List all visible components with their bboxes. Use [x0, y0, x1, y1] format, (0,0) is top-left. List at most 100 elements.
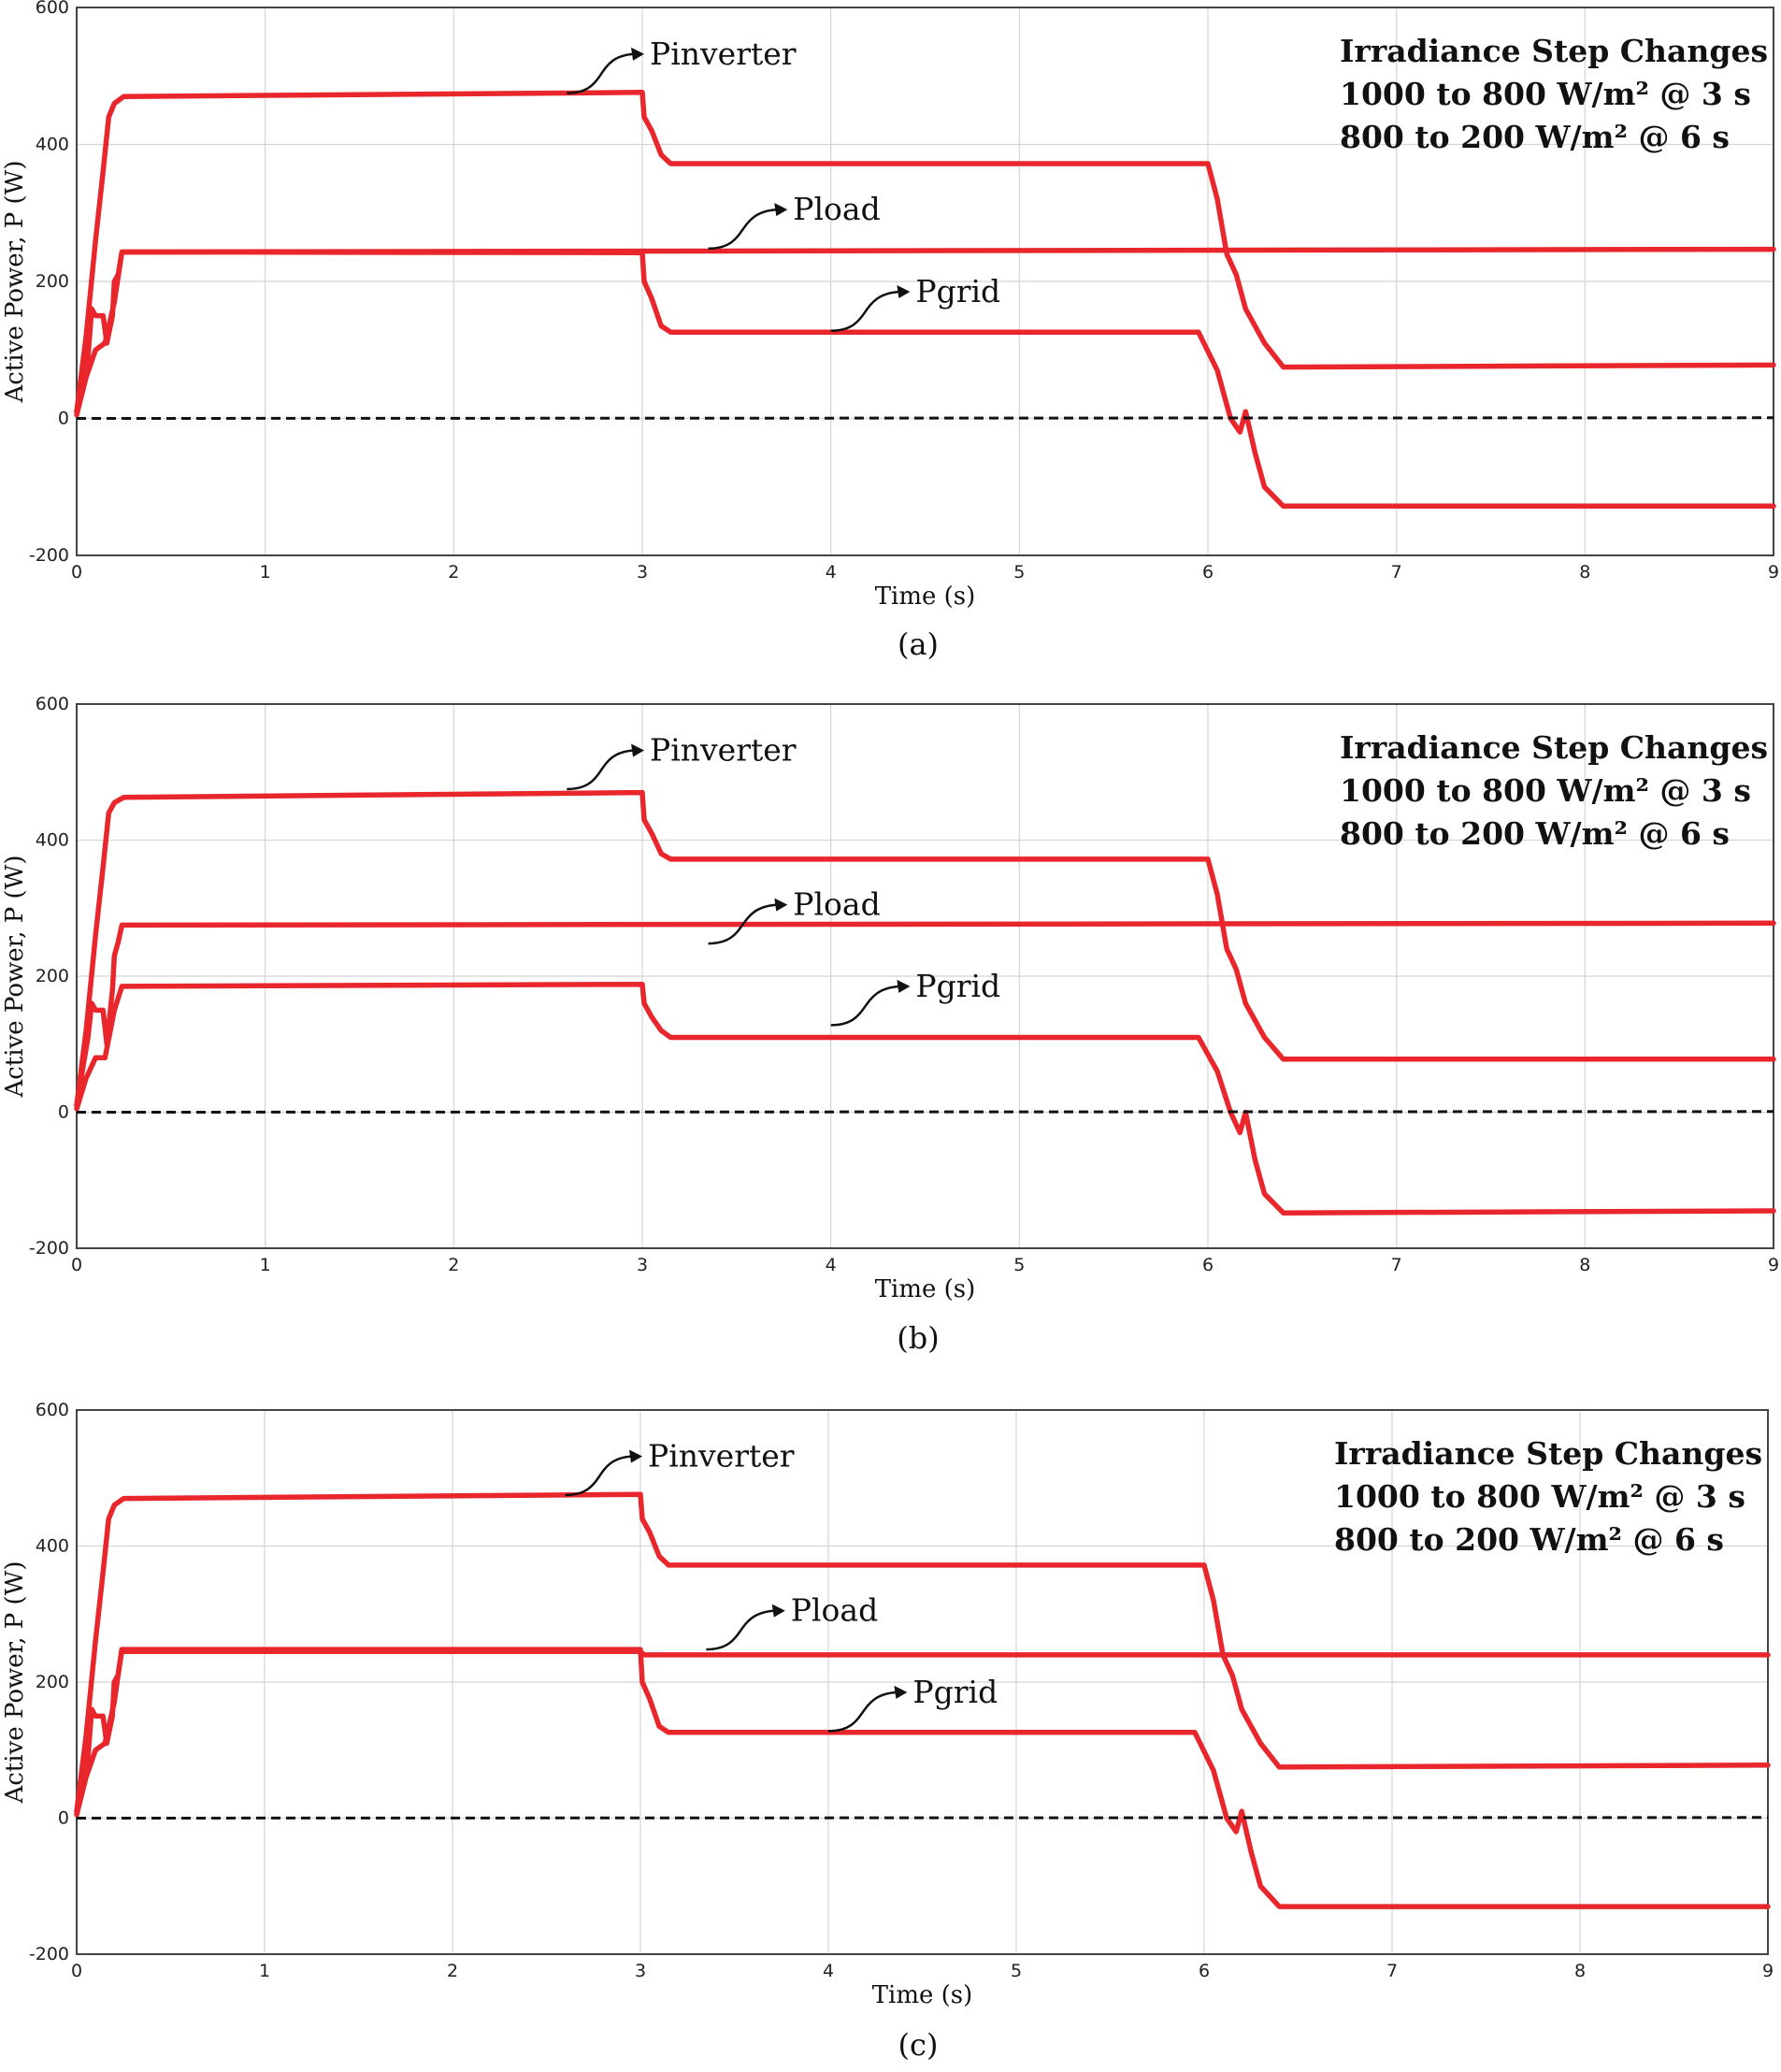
- x-tick-label: 3: [635, 1961, 646, 1981]
- y-axis-label: Active Power, P (W): [1, 855, 29, 1098]
- x-tick-label: 5: [1013, 1255, 1025, 1275]
- x-tick-label: 5: [1011, 1961, 1022, 1981]
- x-tick-label: 8: [1579, 1255, 1590, 1275]
- label-arrow-icon: [830, 985, 901, 1027]
- y-tick-label: -200: [29, 545, 69, 566]
- series-label-pgrid: Pgrid: [912, 1674, 998, 1710]
- x-tick-label: 6: [1202, 562, 1214, 583]
- annotation-line: 1000 to 800 W/m² @ 3 s: [1334, 1478, 1745, 1515]
- x-tick-label: 3: [637, 562, 648, 583]
- arrowhead-icon: [894, 1685, 908, 1699]
- arrowhead-icon: [897, 979, 911, 993]
- annotation-line: 800 to 200 W/m² @ 6 s: [1340, 119, 1730, 155]
- x-axis-label: Time (s): [872, 1981, 973, 2009]
- x-tick-label: 1: [260, 1255, 271, 1275]
- zero-reference-line: [76, 1110, 1774, 1114]
- arrowhead-icon: [771, 1604, 785, 1618]
- annotation-line: Irradiance Step Changes: [1340, 729, 1768, 766]
- x-tick-label: 9: [1768, 562, 1779, 583]
- y-tick-label: 200: [36, 1672, 69, 1692]
- arrowhead-icon: [774, 898, 788, 912]
- panel-caption: (c): [898, 2027, 939, 2063]
- series-label-pload: Pload: [791, 1592, 878, 1629]
- x-tick-label: 9: [1768, 1255, 1779, 1275]
- label-arrow-icon: [708, 208, 779, 251]
- arrowhead-icon: [774, 203, 788, 217]
- panel-caption: (a): [898, 626, 939, 662]
- label-arrow-icon: [567, 749, 636, 791]
- series-line-pgrid: [74, 1647, 1771, 1909]
- y-tick-label: 200: [36, 966, 69, 986]
- x-tick-label: 5: [1013, 562, 1025, 583]
- series-label-pinverter: Pinverter: [650, 731, 797, 768]
- y-tick-label: -200: [29, 1238, 69, 1259]
- x-tick-label: 2: [448, 562, 459, 583]
- series-label-pgrid: Pgrid: [915, 273, 1000, 309]
- series-label-pgrid: Pgrid: [915, 968, 1000, 1004]
- x-tick-label: 7: [1391, 562, 1402, 583]
- y-tick-label: 600: [36, 1400, 69, 1420]
- arrowhead-icon: [629, 1449, 643, 1463]
- x-tick-label: 1: [259, 1961, 270, 1981]
- series-line-pinverter: [74, 789, 1776, 1108]
- label-arrow-icon: [708, 903, 779, 945]
- series-line-pinverter: [74, 90, 1776, 414]
- y-tick-label: 200: [36, 271, 69, 292]
- x-tick-label: 6: [1202, 1255, 1214, 1275]
- x-tick-label: 7: [1391, 1255, 1402, 1275]
- x-tick-label: 0: [71, 1255, 82, 1275]
- series-label-pload: Pload: [793, 191, 880, 227]
- annotation-line: 800 to 200 W/m² @ 6 s: [1334, 1521, 1724, 1558]
- label-arrow-icon: [830, 290, 901, 332]
- annotation-line: Irradiance Step Changes: [1340, 33, 1768, 69]
- arrowhead-icon: [631, 47, 645, 61]
- y-tick-label: 0: [58, 1102, 69, 1123]
- y-tick-label: 600: [36, 0, 69, 18]
- y-tick-label: -200: [29, 1944, 69, 1964]
- label-arrow-icon: [565, 1455, 634, 1497]
- x-tick-label: 8: [1579, 562, 1590, 583]
- y-tick-label: 0: [58, 1808, 69, 1829]
- x-tick-label: 2: [447, 1961, 458, 1981]
- y-axis-label: Active Power, P (W): [1, 160, 29, 403]
- series-label-pinverter: Pinverter: [648, 1437, 795, 1474]
- x-tick-label: 6: [1199, 1961, 1210, 1981]
- x-tick-label: 2: [448, 1255, 459, 1275]
- x-axis-label: Time (s): [875, 1275, 976, 1303]
- x-tick-label: 3: [637, 1255, 648, 1275]
- arrowhead-icon: [631, 743, 645, 757]
- x-tick-label: 7: [1386, 1961, 1398, 1981]
- annotation-line: 800 to 200 W/m² @ 6 s: [1340, 815, 1730, 852]
- annotation-line: 1000 to 800 W/m² @ 3 s: [1340, 76, 1751, 112]
- x-tick-label: 4: [823, 1961, 834, 1981]
- y-tick-label: 400: [36, 135, 69, 155]
- x-tick-label: 0: [71, 1961, 82, 1981]
- annotation-line: Irradiance Step Changes: [1334, 1435, 1762, 1472]
- panel-caption: (b): [897, 1320, 939, 1356]
- series-line-pinverter: [74, 1491, 1771, 1814]
- plot-frame: [76, 703, 1774, 1249]
- x-tick-label: 4: [826, 562, 837, 583]
- series-label-pload: Pload: [793, 886, 880, 923]
- series-line-pgrid: [74, 249, 1776, 510]
- series-line-pload: [74, 920, 1776, 1108]
- x-tick-label: 4: [826, 1255, 837, 1275]
- y-axis-label: Active Power, P (W): [1, 1561, 29, 1804]
- y-tick-label: 400: [36, 1536, 69, 1557]
- y-tick-label: 0: [58, 409, 69, 429]
- arrowhead-icon: [897, 284, 911, 298]
- series-line-pgrid: [74, 981, 1776, 1216]
- y-tick-label: 600: [36, 694, 69, 714]
- annotation-line: 1000 to 800 W/m² @ 3 s: [1340, 772, 1751, 809]
- plot-frame: [76, 1409, 1769, 1955]
- x-axis-label: Time (s): [875, 583, 976, 611]
- x-tick-label: 8: [1574, 1961, 1586, 1981]
- label-arrow-icon: [827, 1691, 898, 1733]
- label-arrow-icon: [567, 52, 636, 94]
- label-arrow-icon: [706, 1609, 776, 1651]
- x-tick-label: 1: [260, 562, 271, 583]
